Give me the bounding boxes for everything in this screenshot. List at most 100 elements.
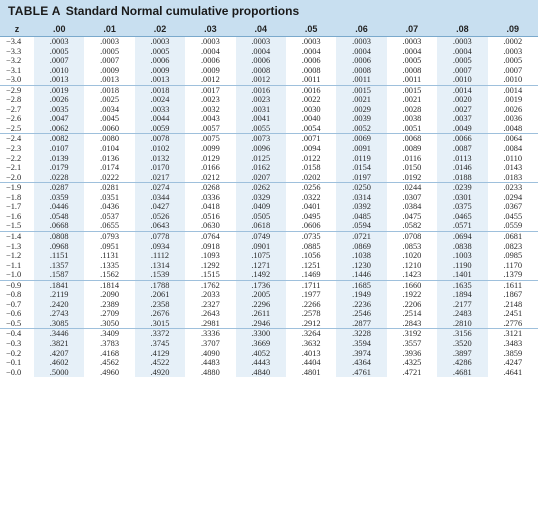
- table-row: −0.7 .2420 .2389 .2358 .2327 .2296 .2266 .2236.…: [0, 299, 538, 310]
- table-row: −0.0 .5000 .4960 .4920 .4880 .4840 .4801 .4761.…: [0, 367, 538, 378]
- header-cell: .01: [84, 22, 135, 37]
- proportion-cell: .0008: [301, 65, 321, 75]
- proportion-cell: .2776: [487, 318, 538, 330]
- proportion-cell: .0934: [134, 241, 186, 252]
- proportion-cell: .0571: [437, 221, 488, 232]
- proportion-cell: .0003: [503, 46, 523, 56]
- proportion-cell: .1611: [503, 280, 523, 290]
- proportion-cell: .0012: [235, 75, 286, 86]
- proportion-cell: .0250: [336, 182, 387, 193]
- proportion-cell: .0075: [200, 134, 220, 144]
- table-body: −3.4 .0003 .0003 .0003 .0003 .0003 .0003 .0003.…: [0, 36, 538, 378]
- proportion-cell: .0091: [336, 144, 387, 154]
- proportion-cell: .0032: [200, 104, 220, 114]
- proportion-cell: .0026: [34, 95, 85, 105]
- z-value-cell: −2.0: [0, 172, 34, 184]
- proportion-cell: .0003: [34, 36, 85, 47]
- z-value-cell: −1.6: [6, 211, 22, 221]
- proportion-cell: .1660: [402, 280, 422, 290]
- proportion-cell: .2709: [100, 309, 119, 319]
- proportion-cell: .0392: [336, 202, 387, 212]
- z-value-cell: −2.4: [6, 134, 22, 144]
- proportion-cell: .3669: [235, 338, 286, 349]
- proportion-cell: .0016: [235, 85, 286, 96]
- proportion-cell: .0034: [100, 104, 119, 114]
- proportion-cell: .2005: [235, 290, 286, 300]
- proportion-cell: .0055: [235, 123, 286, 135]
- proportion-cell: .0559: [487, 221, 538, 232]
- proportion-cell: .3557: [402, 338, 422, 348]
- proportion-cell: .3897: [437, 348, 488, 359]
- header-cell: .03: [185, 22, 236, 37]
- proportion-cell: .0011: [285, 75, 337, 86]
- z-value-cell: −1.8: [6, 192, 22, 202]
- proportion-cell: .1587: [34, 270, 85, 281]
- proportion-cell: .0006: [235, 56, 286, 66]
- proportion-cell: .0179: [34, 163, 85, 173]
- proportion-cell: .0022: [301, 95, 321, 105]
- proportion-cell: .0043: [200, 114, 220, 124]
- proportion-cell: .0044: [134, 114, 186, 124]
- proportion-cell: .0885: [301, 241, 321, 251]
- proportion-cell: .1190: [437, 260, 488, 271]
- proportion-cell: .0023: [200, 95, 220, 105]
- proportion-cell: .2578: [301, 309, 321, 319]
- proportion-cell: .0119: [336, 153, 387, 164]
- proportion-cell: .0051: [386, 123, 438, 135]
- proportion-cell: .3409: [100, 329, 119, 339]
- proportion-cell: .0005: [134, 46, 186, 57]
- proportion-cell: .1038: [336, 251, 387, 261]
- table-row: −0.6 .2743 .2709 .2676 .2643 .2611 .2578 .2546.…: [0, 309, 538, 319]
- table-row: −3.1 .0010 .0009 .0009 .0009 .0008 .0008 .0008.…: [0, 65, 538, 76]
- z-value-cell: −0.7: [6, 299, 22, 309]
- proportion-cell: .0183: [487, 172, 538, 184]
- proportion-cell: .0089: [402, 144, 422, 154]
- proportion-cell: .0011: [336, 75, 387, 86]
- proportion-cell: .2119: [34, 290, 85, 300]
- proportion-cell: .0233: [503, 183, 523, 193]
- proportion-cell: .0052: [336, 123, 387, 135]
- proportion-cell: .0066: [437, 133, 488, 145]
- proportion-cell: .2451: [503, 309, 523, 319]
- proportion-cell: .0062: [34, 123, 85, 135]
- proportion-cell: .3372: [134, 328, 186, 339]
- proportion-cell: .0045: [100, 114, 119, 124]
- proportion-cell: .0268: [200, 183, 220, 193]
- table-row: −1.6 .0548 .0537 .0526 .0516 .0505 .0495 .0485.…: [0, 211, 538, 222]
- proportion-cell: .0158: [301, 163, 321, 173]
- table-row: −1.4 .0808 .0793 .0778 .0764 .0749 .0735 .0721.…: [0, 231, 538, 242]
- proportion-cell: .0005: [402, 56, 422, 66]
- proportion-cell: .2033: [200, 290, 220, 300]
- table-row: −2.9 .0019 .0018 .0018 .0017 .0016 .0016 .0015.…: [0, 85, 538, 96]
- proportion-cell: .4920: [134, 367, 186, 378]
- proportion-cell: .3745: [134, 338, 186, 349]
- z-value-cell: −1.2: [6, 251, 22, 261]
- proportion-cell: .0094: [301, 144, 321, 154]
- proportion-cell: .0125: [235, 153, 286, 164]
- proportion-cell: .0344: [134, 192, 186, 203]
- table-row: −0.3 .3821 .3783 .3745 .3707 .3669 .3632 .3594.…: [0, 338, 538, 349]
- proportion-cell: .0003: [336, 36, 387, 47]
- proportion-cell: .1003: [437, 251, 488, 261]
- proportion-cell: .2266: [301, 299, 321, 309]
- proportion-cell: .1401: [437, 270, 488, 281]
- table-row: −2.8 .0026 .0025 .0024 .0023 .0023 .0022 .0021.…: [0, 95, 538, 105]
- proportion-cell: .0721: [336, 231, 387, 242]
- table-row: −3.0.0013.0013.0013.0012.0012.0011.0011.…: [0, 75, 538, 86]
- proportion-cell: .0040: [301, 114, 321, 124]
- proportion-cell: .1762: [200, 280, 220, 290]
- proportion-cell: .2206: [402, 299, 422, 309]
- proportion-cell: .0113: [437, 153, 488, 164]
- proportion-cell: .2643: [200, 309, 220, 319]
- proportion-cell: .0329: [235, 192, 286, 203]
- proportion-cell: .4602: [34, 358, 85, 368]
- proportion-cell: .0006: [301, 56, 321, 66]
- proportion-cell: .4801: [301, 367, 321, 377]
- proportion-cell: .0084: [503, 144, 523, 154]
- proportion-cell: .1446: [336, 270, 387, 281]
- proportion-cell: .0027: [437, 104, 488, 115]
- table-row: −2.3 .0107 .0104 .0102 .0099 .0096 .0094 .0091.…: [0, 144, 538, 154]
- table-row: −3.2 .0007 .0007 .0006 .0006 .0006 .0006 .0006.…: [0, 56, 538, 66]
- table-row: −2.2 .0139 .0136 .0132 .0129 .0125 .0122 .0119.…: [0, 153, 538, 164]
- proportion-cell: .0968: [34, 241, 85, 252]
